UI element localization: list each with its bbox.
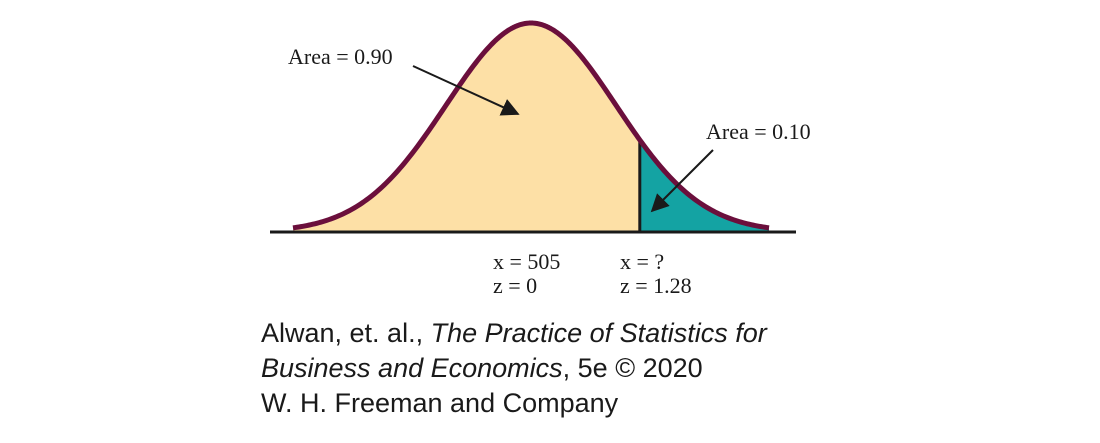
area-left-region — [293, 23, 640, 232]
credit-edition: , 5e © 2020 — [562, 353, 703, 383]
credit-book-title-part1: The Practice of Statistics for — [430, 318, 767, 348]
normal-curve — [292, 20, 770, 231]
area-right-label: Area = 0.10 — [706, 119, 811, 144]
arrow-area-left — [412, 65, 520, 116]
center-x-label: x = 505 — [493, 249, 560, 274]
credit-publisher: W. H. Freeman and Company — [261, 388, 619, 418]
credit-authors: Alwan, et. al., — [261, 318, 431, 348]
normal-distribution-diagram: Area = 0.90 Area = 0.10 x = 505 z = 0 x … — [270, 20, 811, 298]
area-right-tail-region — [639, 139, 769, 232]
cutoff-x-label: x = ? — [620, 249, 664, 274]
area-left-label: Area = 0.90 — [288, 44, 393, 69]
arrow-area-right — [650, 149, 714, 213]
credit-book-title-part2: Business and Economics — [261, 353, 563, 383]
credit-line-1: Alwan, et. al., The Practice of Statisti… — [261, 316, 767, 351]
credit-line-2: Business and Economics, 5e © 2020 — [261, 351, 703, 386]
cutoff-z-label: z = 1.28 — [620, 273, 692, 298]
center-z-label: z = 0 — [493, 273, 537, 298]
